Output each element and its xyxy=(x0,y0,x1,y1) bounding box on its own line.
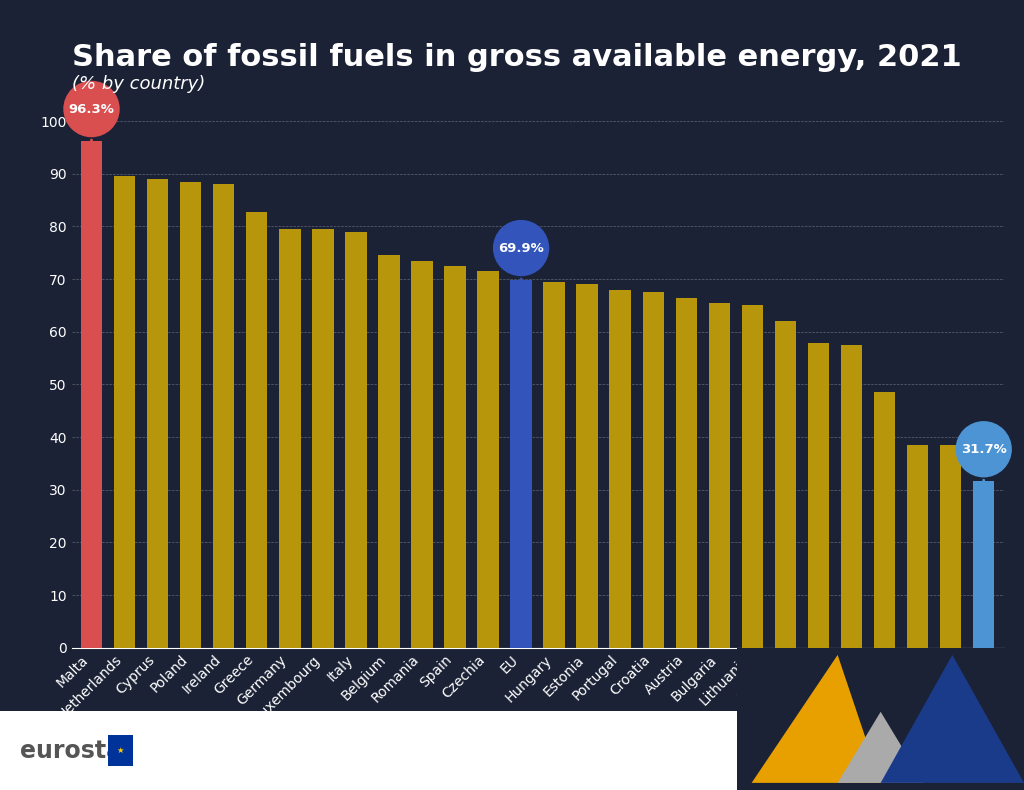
Bar xyxy=(775,322,797,648)
Polygon shape xyxy=(881,655,1024,783)
Bar xyxy=(940,445,962,648)
Bar xyxy=(808,344,829,648)
Text: 31.7%: 31.7% xyxy=(961,442,1007,481)
Bar xyxy=(907,445,929,648)
Bar xyxy=(841,345,862,648)
Bar xyxy=(279,229,300,648)
Bar xyxy=(444,266,466,648)
Bar xyxy=(676,298,697,648)
FancyBboxPatch shape xyxy=(108,735,133,766)
Bar xyxy=(312,229,334,648)
Bar xyxy=(378,255,399,648)
Text: ★: ★ xyxy=(117,746,124,755)
Bar xyxy=(709,303,730,648)
Bar xyxy=(345,231,367,648)
Text: (% by country): (% by country) xyxy=(72,75,205,93)
Bar xyxy=(412,261,433,648)
Bar xyxy=(81,141,102,648)
Bar xyxy=(642,292,664,648)
Bar xyxy=(477,271,499,648)
Bar xyxy=(544,282,565,648)
Bar xyxy=(741,306,763,648)
Bar xyxy=(146,179,168,648)
Polygon shape xyxy=(838,712,924,783)
Bar xyxy=(873,393,895,648)
Text: eurostat: eurostat xyxy=(20,739,134,762)
Bar xyxy=(246,212,267,648)
Bar xyxy=(577,284,598,648)
Bar xyxy=(973,481,994,648)
Bar xyxy=(510,280,531,648)
Text: 69.9%: 69.9% xyxy=(499,242,544,280)
Bar xyxy=(114,176,135,648)
Bar xyxy=(180,182,202,648)
Text: 96.3%: 96.3% xyxy=(69,103,115,141)
Text: Share of fossil fuels in gross available energy, 2021: Share of fossil fuels in gross available… xyxy=(72,43,962,73)
Bar xyxy=(213,184,234,648)
Polygon shape xyxy=(752,655,881,783)
Bar xyxy=(609,290,631,648)
